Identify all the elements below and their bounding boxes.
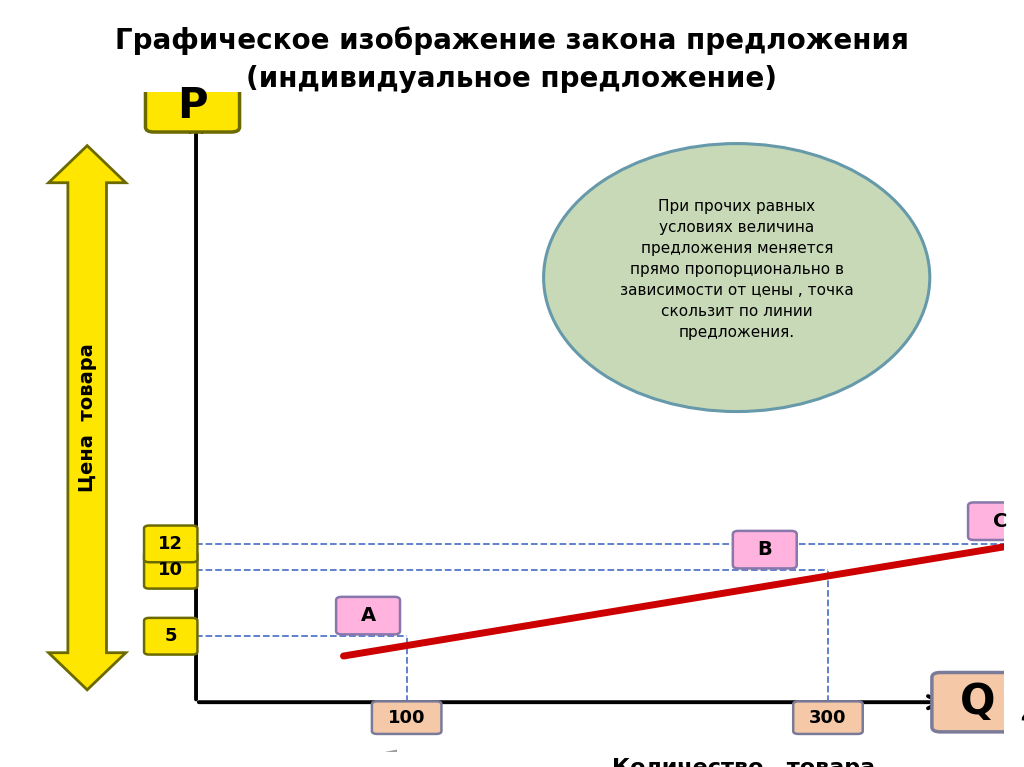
Text: 5: 5 <box>165 627 177 645</box>
FancyBboxPatch shape <box>932 673 1023 732</box>
Text: Q: Q <box>959 681 995 723</box>
Text: В: В <box>758 540 772 559</box>
Text: 12: 12 <box>159 535 183 553</box>
FancyBboxPatch shape <box>144 618 198 654</box>
FancyBboxPatch shape <box>372 701 441 734</box>
Text: 100: 100 <box>388 709 425 726</box>
Text: Цена  товара: Цена товара <box>78 344 96 492</box>
FancyBboxPatch shape <box>144 552 198 588</box>
Text: P: P <box>177 85 208 127</box>
Text: Графическое изображение закона предложения: Графическое изображение закона предложен… <box>115 27 909 55</box>
Text: С: С <box>993 512 1008 531</box>
FancyBboxPatch shape <box>144 525 198 562</box>
Polygon shape <box>48 146 126 690</box>
Text: 10: 10 <box>159 561 183 579</box>
FancyBboxPatch shape <box>968 502 1024 540</box>
FancyBboxPatch shape <box>145 81 240 132</box>
Text: (индивидуальное предложение): (индивидуальное предложение) <box>247 65 777 94</box>
Ellipse shape <box>544 143 930 412</box>
FancyBboxPatch shape <box>794 701 863 734</box>
Text: А: А <box>360 606 376 625</box>
Polygon shape <box>365 751 1024 767</box>
FancyBboxPatch shape <box>1004 701 1024 734</box>
Text: 400: 400 <box>1020 709 1024 726</box>
Text: Количество   товара: Количество товара <box>612 758 876 767</box>
FancyBboxPatch shape <box>733 531 797 568</box>
Text: При прочих равных
условиях величина
предложения меняется
прямо пропорционально в: При прочих равных условиях величина пред… <box>620 199 854 340</box>
FancyBboxPatch shape <box>336 597 400 634</box>
Text: 300: 300 <box>809 709 847 726</box>
